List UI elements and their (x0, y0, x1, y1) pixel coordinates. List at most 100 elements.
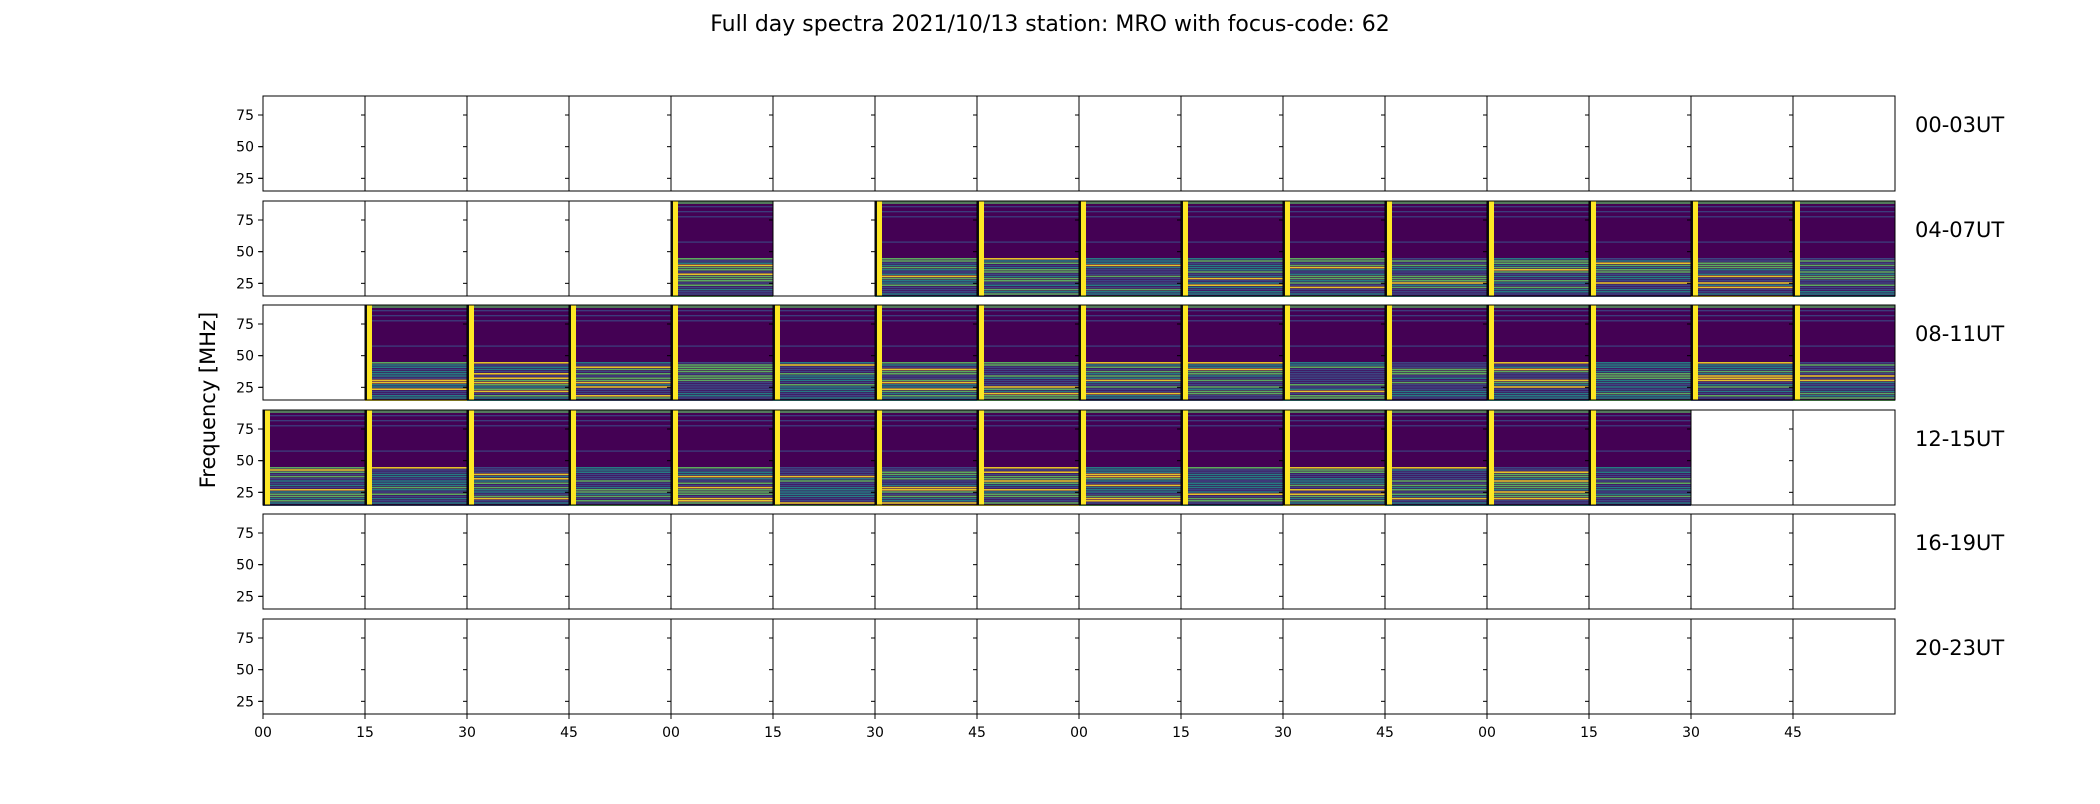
spectrum-band-line (1589, 384, 1691, 386)
spectrum-faint-line (365, 420, 467, 422)
spectrogram-panel (977, 201, 1079, 297)
spectrum-band-line (1589, 475, 1691, 478)
spectrum-faint-line (1793, 320, 1895, 322)
spectrogram-panel (1385, 410, 1487, 506)
spectrum-band-line (773, 379, 875, 382)
spectrum-faint-line (875, 206, 977, 208)
spectrum-top-edge (671, 410, 773, 413)
panel-frame (1792, 200, 1896, 297)
spectrum-faint-line (1079, 320, 1181, 322)
calibration-edge (977, 201, 979, 296)
spectrum-band-line (875, 495, 977, 498)
spectrum-faint-line (1181, 450, 1283, 452)
spectrum-faint-line (875, 241, 977, 243)
panel-frame (976, 513, 1080, 610)
panel-frame (1486, 95, 1590, 192)
spectrum-band-line (1793, 388, 1895, 390)
panel-frame (976, 95, 1080, 192)
spectrum-band-line (1793, 390, 1895, 393)
calibration-edge (1589, 410, 1591, 505)
spectrum-band-line (467, 493, 569, 495)
spectrum-faint-line (1793, 206, 1895, 208)
spectrogram-background (1793, 305, 1895, 400)
spectrum-top-edge (773, 410, 875, 413)
panel-frame (772, 95, 876, 192)
spectrum-band-line (1283, 388, 1385, 390)
spectrum-band-line (1487, 491, 1589, 493)
calibration-edge (1793, 201, 1795, 296)
spectrum-band-line (569, 500, 671, 502)
spectrum-band-line (569, 486, 671, 489)
spectrum-band-line (977, 286, 1079, 289)
spectrum-band-line (1181, 288, 1283, 291)
x-tick-label: 30 (458, 725, 476, 741)
spectrum-top-edge (671, 201, 773, 204)
spectrum-band-line (1283, 375, 1385, 377)
spectrum-band-line (1691, 291, 1793, 293)
spectrum-band-line (875, 377, 977, 379)
spectrum-band-line (1487, 467, 1589, 469)
spectrum-band-line (773, 500, 875, 502)
spectrum-band-line (671, 291, 773, 293)
spectrum-band-line (1181, 493, 1283, 495)
spectrogram-panel (671, 305, 773, 401)
panel-frame (874, 95, 978, 192)
spectrum-band-line (1079, 379, 1181, 382)
spectrum-band-line (569, 491, 671, 493)
spectrum-band-line (365, 489, 467, 491)
spectrum-faint-line (977, 425, 1079, 427)
spectrogram-background (1487, 410, 1589, 505)
spectrum-band-line (467, 484, 569, 487)
spectrum-band-line (671, 384, 773, 386)
spectrum-top-edge (1487, 201, 1589, 204)
spectrum-band-line (569, 467, 671, 469)
spectrum-band-line (875, 266, 977, 269)
x-tick-label: 15 (1580, 725, 1598, 741)
calibration-stripe (1285, 201, 1290, 296)
spectrum-faint-line (1589, 420, 1691, 422)
spectrum-band-line (977, 282, 1079, 284)
calibration-stripe (1387, 410, 1392, 505)
spectrum-faint-line (1181, 425, 1283, 427)
spectrum-band-line (569, 362, 671, 364)
spectrum-band-line (1487, 269, 1589, 271)
calibration-edge (1181, 201, 1183, 296)
spectrum-band-line (1181, 395, 1283, 397)
spectrum-band-line (1487, 275, 1589, 278)
spectrum-band-line (671, 368, 773, 371)
spectrum-band-line (1793, 377, 1895, 379)
row-12-15UT: 25 50 75 12-15UT (236, 409, 2004, 506)
spectrum-band-line (1283, 467, 1385, 469)
spectrum-band-line (1283, 280, 1385, 282)
spectrum-faint-line (1385, 420, 1487, 422)
spectrum-band-line (1589, 364, 1691, 366)
spectrum-band-line (1079, 482, 1181, 484)
spectrum-faint-line (671, 415, 773, 417)
spectrum-band-line (1181, 264, 1283, 267)
spectrum-band-line (671, 362, 773, 364)
x-tick-label: 30 (866, 725, 884, 741)
spectrum-band-line (875, 277, 977, 280)
spectrum-band-line (671, 379, 773, 382)
spectrum-band-line (773, 392, 875, 395)
calibration-edge (365, 305, 367, 400)
spectrum-faint-line (1793, 310, 1895, 312)
calibration-stripe (571, 410, 576, 505)
spectrum-band-line (875, 486, 977, 489)
spectrum-band-line (263, 497, 365, 500)
spectrum-faint-line (1487, 241, 1589, 243)
spectrum-faint-line (467, 450, 569, 452)
panel-frame (1690, 409, 1794, 506)
spectrum-band-line (467, 377, 569, 379)
spectrum-band-line (569, 370, 671, 373)
spectrum-band-line (263, 484, 365, 487)
spectrum-band-line (1181, 392, 1283, 395)
calibration-edge (1283, 410, 1285, 505)
spectrum-band-line (1589, 273, 1691, 275)
spectrum-band-line (1079, 484, 1181, 487)
spectrum-band-line (1691, 392, 1793, 395)
y-axis-label: Frequency [MHz] (196, 311, 220, 489)
spectrum-band-line (263, 478, 365, 480)
spectrum-band-line (1793, 286, 1895, 289)
